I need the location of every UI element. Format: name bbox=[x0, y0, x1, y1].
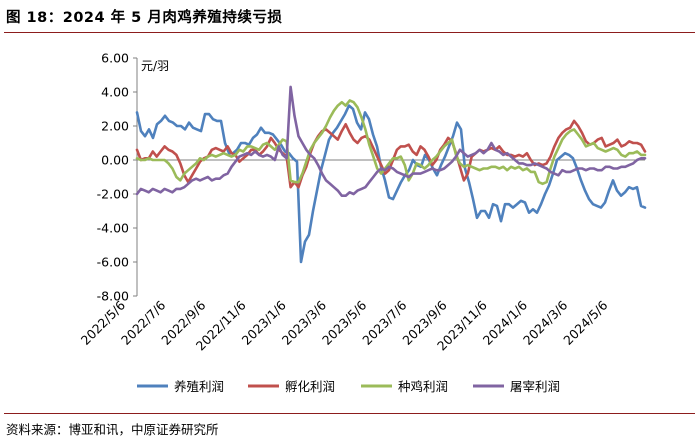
series-lines bbox=[135, 85, 647, 264]
series-line-3 bbox=[135, 99, 647, 186]
legend-label-3: 种鸡利润 bbox=[398, 379, 448, 394]
legend: 养殖利润 孵化利润 种鸡利润 屠宰利润 bbox=[137, 379, 560, 394]
y-tick-label: -2.00 bbox=[97, 187, 129, 202]
line-chart: 6.00 4.00 2.00 0.00 -2.00 -4.00 -6.00 -8.00 202… bbox=[78, 51, 647, 394]
y-tick-label: 4.00 bbox=[101, 85, 129, 100]
x-tick-label: 2024/5/6 bbox=[560, 297, 610, 347]
y-axis: 6.00 4.00 2.00 0.00 -2.00 -4.00 -6.00 -8.00 bbox=[97, 51, 138, 304]
legend-label-1: 养殖利润 bbox=[174, 379, 224, 394]
figure-title: 图 18：2024 年 5 月肉鸡养殖持续亏损 bbox=[6, 10, 283, 26]
y-tick-label: -4.00 bbox=[97, 221, 129, 236]
y-tick-label: 0.00 bbox=[101, 153, 129, 168]
series-line-1 bbox=[135, 104, 647, 264]
y-tick-label: 6.00 bbox=[101, 51, 129, 66]
y-tick-label: 2.00 bbox=[101, 119, 129, 134]
series-line-2 bbox=[135, 119, 647, 189]
top-rule bbox=[4, 32, 695, 33]
legend-label-2: 孵化利润 bbox=[285, 379, 335, 394]
source-note: 资料来源：博亚和讯，中原证券研究所 bbox=[6, 422, 219, 437]
y-tick-label: -8.00 bbox=[97, 289, 129, 304]
unit-label: 元/羽 bbox=[141, 59, 169, 73]
bottom-rule bbox=[4, 413, 695, 414]
y-tick-label: -6.00 bbox=[97, 255, 129, 270]
legend-label-4: 屠宰利润 bbox=[510, 379, 560, 394]
series-line-4 bbox=[135, 85, 647, 197]
